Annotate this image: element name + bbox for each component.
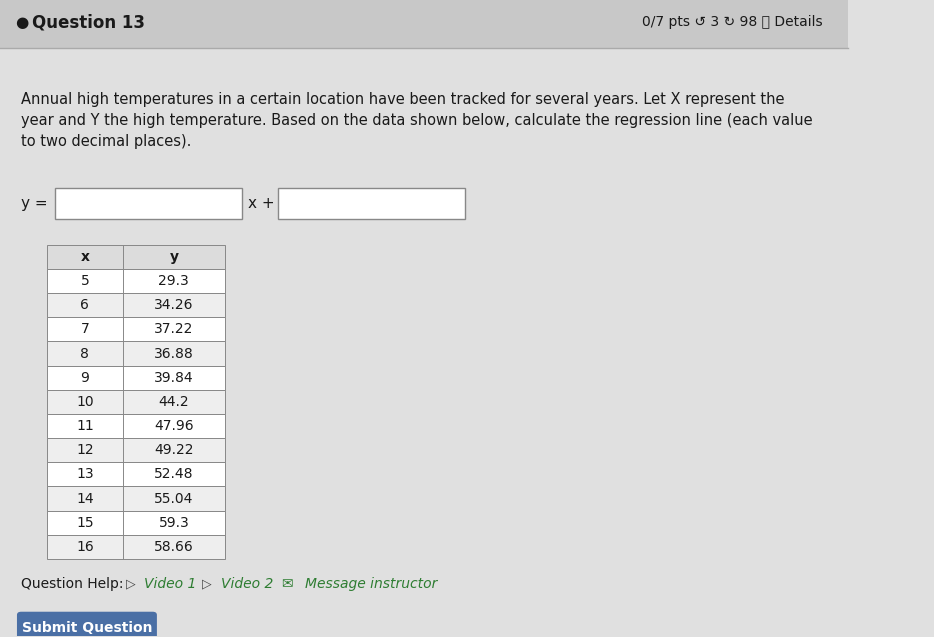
FancyBboxPatch shape — [47, 414, 225, 438]
Text: 15: 15 — [76, 516, 93, 530]
Text: y =: y = — [21, 196, 48, 211]
Text: Annual high temperatures in a certain location have been tracked for several yea: Annual high temperatures in a certain lo… — [21, 92, 813, 149]
FancyBboxPatch shape — [17, 612, 157, 637]
Text: 16: 16 — [76, 540, 93, 554]
Text: x: x — [80, 250, 90, 264]
Text: 39.84: 39.84 — [154, 371, 193, 385]
FancyBboxPatch shape — [47, 317, 225, 341]
FancyBboxPatch shape — [278, 187, 465, 219]
Text: 47.96: 47.96 — [154, 419, 193, 433]
FancyBboxPatch shape — [47, 487, 225, 511]
FancyBboxPatch shape — [47, 366, 225, 390]
Text: 5: 5 — [80, 274, 89, 288]
Text: 37.22: 37.22 — [154, 322, 193, 336]
FancyBboxPatch shape — [47, 511, 225, 535]
Text: 9: 9 — [80, 371, 90, 385]
Text: Video 1: Video 1 — [144, 577, 196, 591]
FancyBboxPatch shape — [47, 341, 225, 366]
Text: 13: 13 — [76, 468, 93, 482]
Text: 0/7 pts ↺ 3 ↻ 98 ⓘ Details: 0/7 pts ↺ 3 ↻ 98 ⓘ Details — [642, 15, 823, 29]
Text: Submit Question: Submit Question — [21, 621, 152, 635]
Text: Video 2: Video 2 — [220, 577, 273, 591]
Text: 36.88: 36.88 — [154, 347, 193, 361]
Text: 8: 8 — [80, 347, 90, 361]
Text: 6: 6 — [80, 298, 90, 312]
Text: ●: ● — [15, 15, 29, 30]
Text: y: y — [169, 250, 178, 264]
Text: 14: 14 — [76, 492, 93, 506]
Text: x +: x + — [248, 196, 275, 211]
Text: 34.26: 34.26 — [154, 298, 193, 312]
FancyBboxPatch shape — [47, 245, 225, 269]
FancyBboxPatch shape — [0, 0, 848, 48]
Text: Message instructor: Message instructor — [305, 577, 438, 591]
Text: 7: 7 — [80, 322, 89, 336]
FancyBboxPatch shape — [47, 438, 225, 462]
Text: 29.3: 29.3 — [159, 274, 190, 288]
FancyBboxPatch shape — [47, 293, 225, 317]
Text: 12: 12 — [76, 443, 93, 457]
Text: 58.66: 58.66 — [154, 540, 193, 554]
FancyBboxPatch shape — [47, 535, 225, 559]
Text: 11: 11 — [76, 419, 93, 433]
Text: 10: 10 — [76, 395, 93, 409]
Text: 49.22: 49.22 — [154, 443, 193, 457]
FancyBboxPatch shape — [47, 269, 225, 293]
Text: Question 13: Question 13 — [33, 13, 145, 31]
Text: 55.04: 55.04 — [154, 492, 193, 506]
Text: Question Help:: Question Help: — [21, 577, 123, 591]
Text: ✉: ✉ — [281, 577, 293, 591]
Text: ▷: ▷ — [202, 578, 211, 591]
Text: 52.48: 52.48 — [154, 468, 193, 482]
Text: ▷: ▷ — [125, 578, 135, 591]
FancyBboxPatch shape — [47, 390, 225, 414]
Text: 44.2: 44.2 — [159, 395, 190, 409]
FancyBboxPatch shape — [55, 187, 242, 219]
FancyBboxPatch shape — [47, 462, 225, 487]
Text: 59.3: 59.3 — [159, 516, 190, 530]
